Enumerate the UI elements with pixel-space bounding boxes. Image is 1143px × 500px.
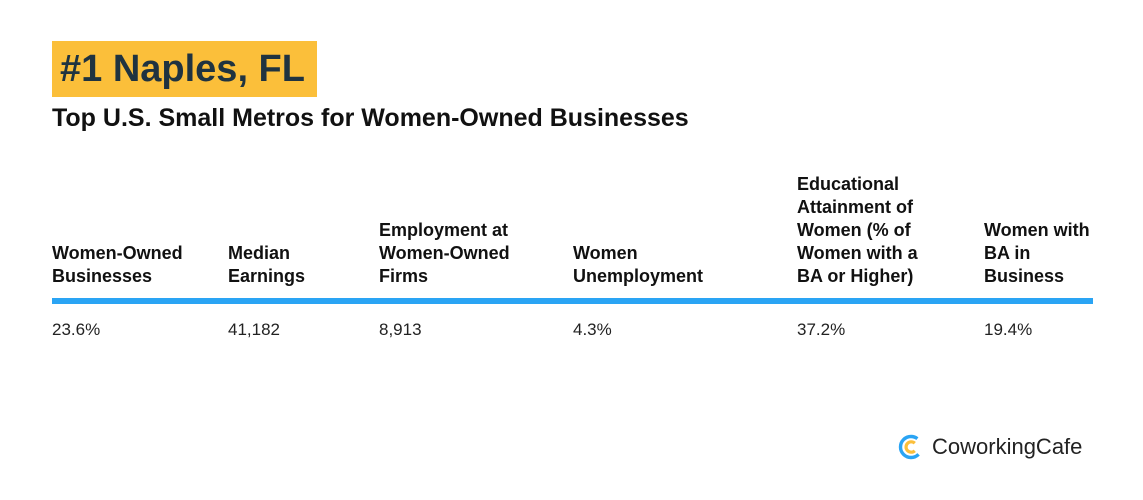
cell-women-owned-businesses: 23.6% (52, 320, 101, 339)
table-row: 23.6% 41,182 8,913 4.3% 37.2% 19.4% (52, 320, 1093, 344)
cell-women-unemployment: 4.3% (573, 320, 612, 339)
column-header-median-earnings: Median Earnings (228, 243, 306, 286)
cell-employment: 8,913 (379, 320, 422, 339)
chart-subtitle: Top U.S. Small Metros for Women-Owned Bu… (52, 104, 689, 132)
header-divider-rule (52, 298, 1093, 304)
column-header-women-ba-business: Women with BA in Business (984, 220, 1090, 286)
column-header-educational-attainment: Educational Attainment of Women (% of Wo… (797, 174, 918, 286)
brand-name: CoworkingCafe (932, 434, 1083, 459)
column-header-women-unemployment: Women Unemployment (573, 243, 704, 286)
column-header-women-owned-businesses: Women-Owned Businesses (52, 243, 183, 286)
table-header-row: Women-Owned Businesses Median Earnings E… (52, 160, 1093, 292)
column-header-employment: Employment at Women-Owned Firms (379, 220, 510, 286)
coworkingcafe-logo-icon (898, 434, 924, 460)
rank-title-badge: #1 Naples, FL (52, 41, 317, 97)
brand-logo: CoworkingCafe (898, 432, 1082, 462)
cell-women-ba-business: 19.4% (984, 320, 1033, 339)
cell-median-earnings: 41,182 (228, 320, 280, 339)
cell-educational-attainment: 37.2% (797, 320, 846, 339)
metrics-table: Women-Owned Businesses Median Earnings E… (52, 160, 1093, 339)
